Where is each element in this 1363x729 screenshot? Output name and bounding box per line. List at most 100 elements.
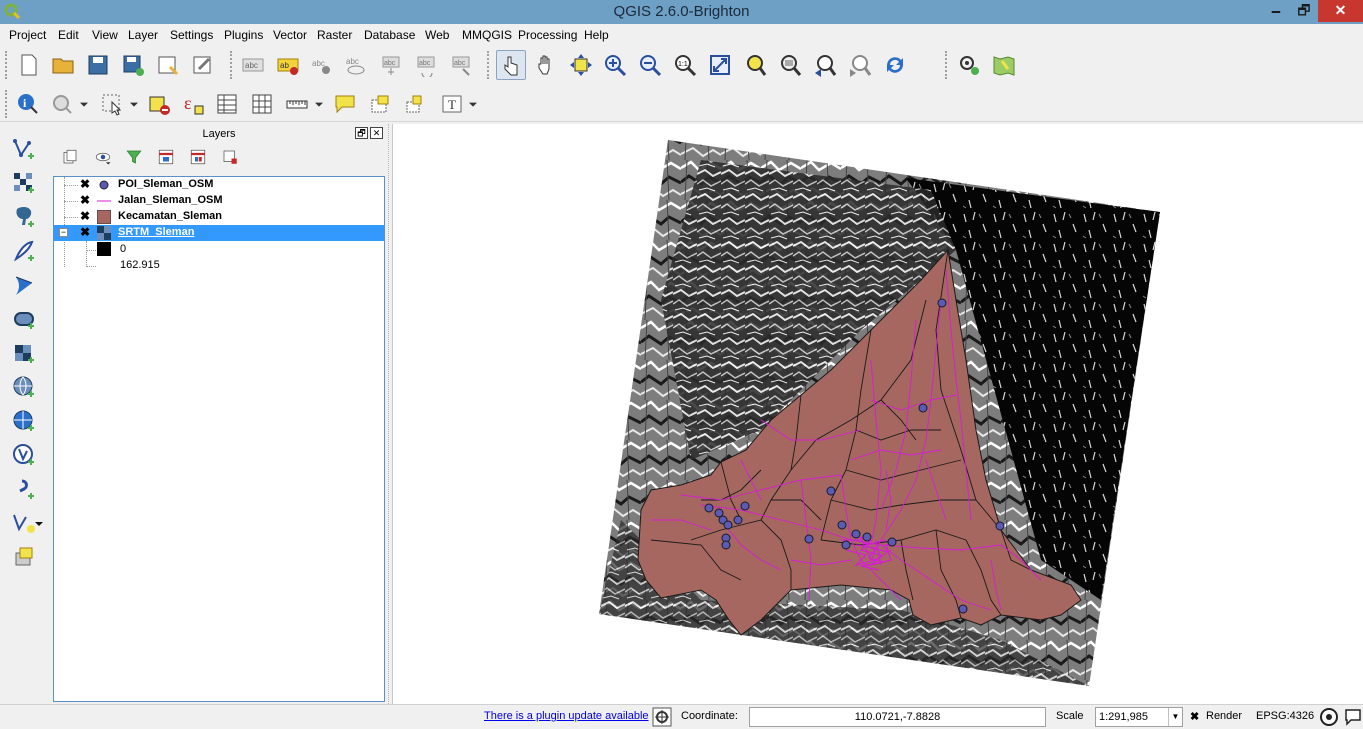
show-hide-labels-icon[interactable]: abc [341,50,371,80]
toolbar-grip[interactable] [230,51,234,79]
save-as-icon[interactable] [118,50,148,80]
composer-manager-icon[interactable] [188,50,218,80]
scale-combobox[interactable]: 1:291,985 ▼ [1095,707,1183,727]
add-group-icon[interactable] [153,144,179,170]
select-features-icon[interactable] [97,89,127,119]
render-checkbox[interactable]: ✖ [1190,711,1200,723]
zoom-actual-size-icon[interactable]: 1:1 [670,50,700,80]
new-spatialite-layer-icon[interactable] [9,542,39,572]
new-shapefile-icon[interactable] [9,474,39,504]
layer-visibility-checkbox[interactable]: ✖ [79,225,91,239]
toggle-extents-icon[interactable] [652,707,672,727]
layer-visibility-checkbox[interactable]: ✖ [79,177,91,191]
map-canvas[interactable] [392,124,1363,704]
label-icon[interactable]: abc [238,50,268,80]
toolbar-grip[interactable] [5,51,9,79]
visibility-eye-icon[interactable] [90,144,116,170]
plugin-update-link[interactable]: There is a plugin update available [484,710,649,722]
layer-properties-icon[interactable] [185,144,211,170]
zoom-full-icon[interactable] [705,50,735,80]
menu-edit[interactable]: Edit [58,28,79,42]
chevron-down-icon[interactable] [76,89,92,119]
kecamatan-polygon[interactable] [637,248,1082,636]
add-wcs-layer-icon[interactable] [9,372,39,402]
zoom-next-icon[interactable] [845,50,875,80]
add-vector-layer-icon[interactable] [9,134,39,164]
new-print-composer-icon[interactable] [153,50,183,80]
layer-row-kecamatan[interactable]: ✖ Kecamatan_Sleman [54,209,384,225]
chevron-down-icon[interactable] [311,89,327,119]
statistics-icon[interactable] [247,89,277,119]
open-project-icon[interactable] [48,50,78,80]
gps-info-icon[interactable] [954,50,984,80]
add-postgis-layer-icon[interactable] [9,202,39,232]
expand-all-icon[interactable] [57,144,83,170]
remove-layer-icon[interactable] [217,144,243,170]
chevron-down-icon[interactable]: ▼ [1168,708,1182,726]
float-panel-button[interactable]: 🗗 [355,127,368,139]
map-tips-icon[interactable] [47,89,77,119]
chevron-down-icon[interactable] [33,508,45,538]
menu-processing[interactable]: Processing [518,28,578,42]
coordinate-field[interactable]: 110.0721,-7.8828 [749,707,1046,727]
move-label-icon[interactable]: abc [376,50,406,80]
layer-visibility-checkbox[interactable]: ✖ [79,209,91,223]
menu-mmqgis[interactable]: MMQGIS [462,28,512,42]
add-wfs-layer-icon[interactable] [9,406,39,436]
touch-zoom-pan-icon[interactable] [496,50,526,80]
menu-layer[interactable]: Layer [128,28,159,42]
menu-plugins[interactable]: Plugins [224,28,264,42]
layer-row-jalan[interactable]: ✖ Jalan_Sleman_OSM [54,193,384,209]
add-oracle-layer-icon[interactable] [9,304,39,334]
menu-help[interactable]: Help [584,28,609,42]
layer-labeling-icon[interactable]: ab [273,50,303,80]
menu-view[interactable]: View [92,28,118,42]
layer-visibility-checkbox[interactable]: ✖ [79,193,91,207]
crs-status[interactable]: EPSG:4326 [1256,710,1315,722]
messages-icon[interactable] [1343,707,1363,727]
layer-row-poi[interactable]: ✖ POI_Sleman_OSM [54,177,384,193]
close-button[interactable]: ✕ [1318,0,1363,22]
text-tool-icon[interactable]: T [437,89,467,119]
zoom-last-icon[interactable] [810,50,840,80]
zoom-to-selection-icon[interactable] [740,50,770,80]
minimize-button[interactable]: 🗕 [1271,2,1281,18]
save-project-icon[interactable] [83,50,113,80]
zoom-to-layer-icon[interactable] [775,50,805,80]
toolbar-grip[interactable] [945,51,949,79]
refresh-icon[interactable] [880,50,910,80]
map-svg[interactable] [393,124,1363,704]
maximize-button[interactable]: 🗗 [1297,2,1311,18]
field-calculator-icon[interactable]: ε [178,89,208,119]
crs-globe-icon[interactable] [1319,707,1339,727]
filter-icon[interactable] [121,144,147,170]
menu-vector[interactable]: Vector [273,28,308,42]
panel-splitter[interactable] [388,124,392,704]
menu-settings[interactable]: Settings [170,28,214,42]
layer-row-srtm[interactable]: − ✖ SRTM_Sleman [54,225,384,241]
attribute-table-icon[interactable] [212,89,242,119]
new-project-icon[interactable] [14,50,44,80]
menu-database[interactable]: Database [364,28,416,42]
add-mssql-layer-icon[interactable] [9,270,39,300]
zoom-out-icon[interactable] [635,50,665,80]
close-panel-button[interactable]: ✕ [370,127,383,139]
change-label-icon[interactable]: abc [446,50,476,80]
pan-to-selection-icon[interactable] [566,50,596,80]
collapse-toggle[interactable]: − [59,227,68,237]
pin-labels-icon[interactable]: abc [307,50,337,80]
form-annotation-icon[interactable] [365,89,395,119]
move-annotation-icon[interactable] [400,89,430,119]
measure-line-icon[interactable] [282,89,312,119]
rotate-label-icon[interactable]: abc [411,50,441,80]
add-raster-layer-icon[interactable] [9,168,39,198]
pan-icon[interactable] [531,50,561,80]
toolbar-grip[interactable] [5,90,9,118]
menu-raster[interactable]: Raster [317,28,353,42]
add-delimited-text-icon[interactable] [9,440,39,470]
text-annotation-icon[interactable] [330,89,360,119]
chevron-down-icon[interactable] [465,89,481,119]
menu-web[interactable]: Web [425,28,450,42]
toolbar-grip[interactable] [487,51,491,79]
georeferencer-icon[interactable] [989,50,1019,80]
